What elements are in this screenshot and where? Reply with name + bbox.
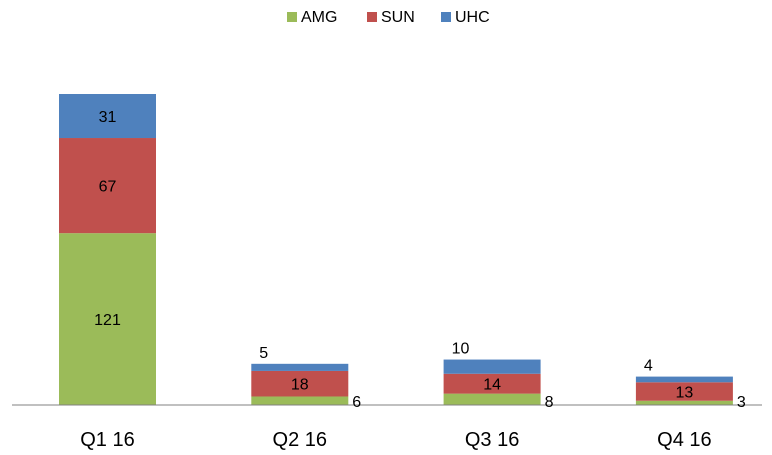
legend-label-sun: SUN — [381, 9, 415, 26]
legend-swatch-sun — [367, 12, 377, 22]
bars — [59, 94, 733, 405]
bar-amg-q1-16 — [59, 233, 156, 405]
data-label-uhc-q4-16: 4 — [644, 358, 653, 375]
data-label-uhc-q2-16: 5 — [259, 345, 268, 362]
x-tick-q1-16: Q1 16 — [80, 429, 134, 451]
bar-amg-q3-16 — [443, 393, 541, 405]
bar-uhc-q3-16 — [443, 359, 541, 374]
legend-label-amg: AMG — [301, 9, 337, 26]
x-tick-q2-16: Q2 16 — [273, 429, 327, 451]
data-label-uhc-q1-16: 31 — [99, 109, 117, 126]
legend-swatch-uhc — [441, 12, 451, 22]
bar-sun-q1-16 — [59, 138, 156, 234]
data-label-sun-q1-16: 67 — [99, 179, 117, 196]
data-labels: 121 67 31 6 18 5 8 14 10 3 13 4 — [94, 109, 746, 411]
bar-amg-q2-16 — [251, 396, 349, 405]
bar-uhc-q4-16 — [635, 376, 733, 383]
data-label-sun-q2-16: 18 — [291, 377, 309, 394]
bar-amg-q4-16 — [635, 400, 733, 405]
legend-swatch-amg — [287, 12, 297, 22]
bar-sun-q4-16 — [635, 382, 733, 401]
legend-label-uhc: UHC — [455, 9, 490, 26]
bar-sun-q2-16 — [251, 370, 349, 397]
x-tick-q4-16: Q4 16 — [657, 429, 711, 451]
data-label-uhc-q3-16: 10 — [452, 341, 470, 358]
data-label-amg-q2-16: 6 — [352, 394, 361, 411]
data-label-sun-q4-16: 13 — [676, 385, 694, 402]
legend: AMG SUN UHC — [287, 9, 490, 26]
bar-sun-q3-16 — [443, 373, 541, 394]
x-axis-ticks: Q1 16 Q2 16 Q3 16 Q4 16 — [80, 429, 711, 451]
data-label-amg-q4-16: 3 — [737, 394, 746, 411]
data-label-sun-q3-16: 14 — [483, 377, 501, 394]
bar-uhc-q2-16 — [251, 363, 349, 371]
x-tick-q3-16: Q3 16 — [465, 429, 519, 451]
data-label-amg-q3-16: 8 — [545, 394, 554, 411]
bar-uhc-q1-16 — [59, 94, 156, 139]
data-label-amg-q1-16: 121 — [94, 312, 121, 329]
